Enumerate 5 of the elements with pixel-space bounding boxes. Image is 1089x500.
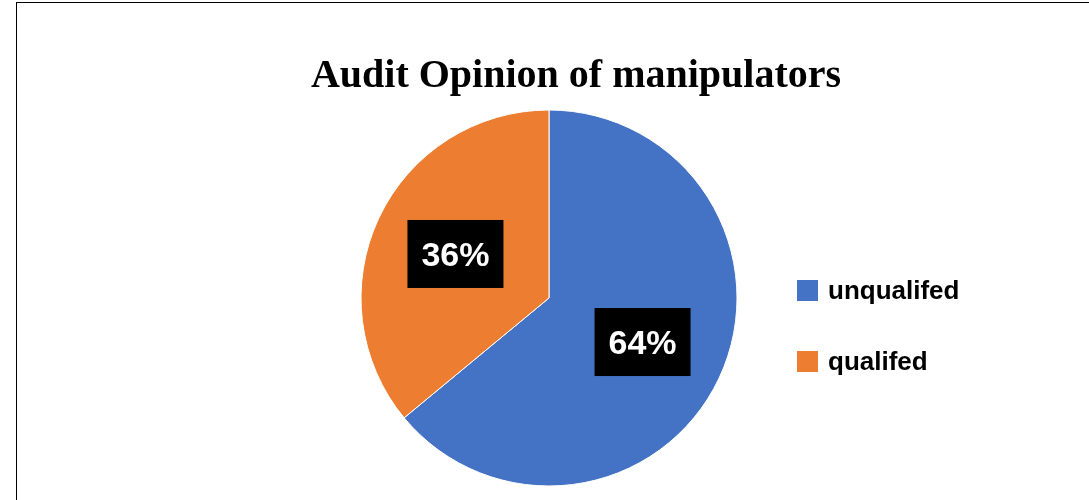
data-label: 36% xyxy=(421,234,490,273)
data-label: 64% xyxy=(608,323,677,362)
legend-label: qualifed xyxy=(828,345,928,377)
chart-title: Audit Opinion of manipulators xyxy=(309,50,843,97)
legend-label: unqualifed xyxy=(828,274,960,306)
